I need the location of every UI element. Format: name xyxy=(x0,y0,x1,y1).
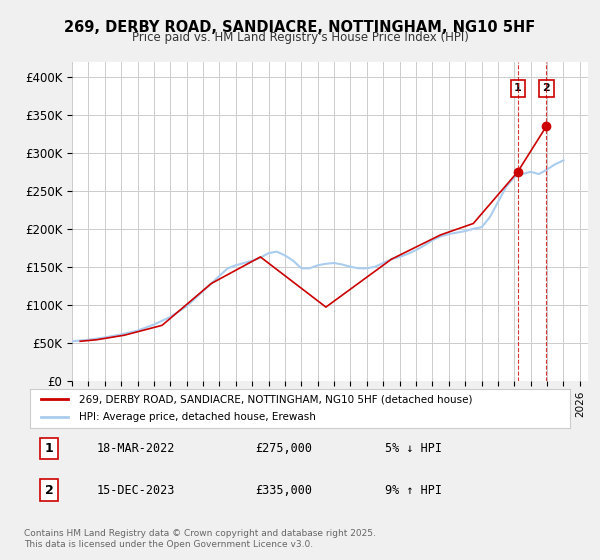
Text: 5% ↓ HPI: 5% ↓ HPI xyxy=(385,442,442,455)
Text: £275,000: £275,000 xyxy=(255,442,312,455)
Text: 269, DERBY ROAD, SANDIACRE, NOTTINGHAM, NG10 5HF (detached house): 269, DERBY ROAD, SANDIACRE, NOTTINGHAM, … xyxy=(79,394,472,404)
Text: 15-DEC-2023: 15-DEC-2023 xyxy=(97,483,175,497)
Text: 2: 2 xyxy=(542,83,550,93)
Text: 269, DERBY ROAD, SANDIACRE, NOTTINGHAM, NG10 5HF: 269, DERBY ROAD, SANDIACRE, NOTTINGHAM, … xyxy=(64,20,536,35)
Text: 1: 1 xyxy=(44,442,53,455)
Text: 9% ↑ HPI: 9% ↑ HPI xyxy=(385,483,442,497)
Text: HPI: Average price, detached house, Erewash: HPI: Average price, detached house, Erew… xyxy=(79,412,316,422)
Text: Price paid vs. HM Land Registry's House Price Index (HPI): Price paid vs. HM Land Registry's House … xyxy=(131,31,469,44)
Text: Contains HM Land Registry data © Crown copyright and database right 2025.
This d: Contains HM Land Registry data © Crown c… xyxy=(24,529,376,549)
Text: 2: 2 xyxy=(44,483,53,497)
Text: £335,000: £335,000 xyxy=(255,483,312,497)
Text: 1: 1 xyxy=(514,83,521,93)
Text: 18-MAR-2022: 18-MAR-2022 xyxy=(97,442,175,455)
